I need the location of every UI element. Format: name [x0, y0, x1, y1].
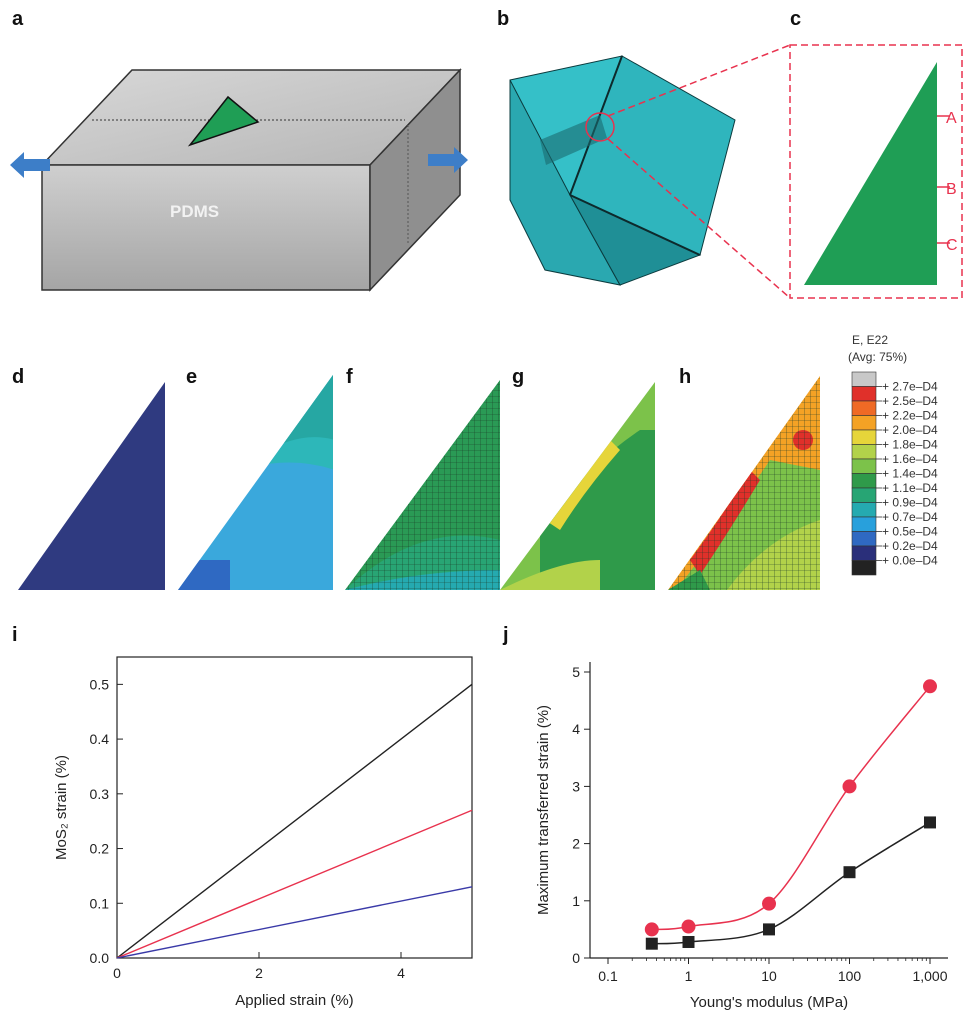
panel-label-a: a — [12, 8, 24, 30]
legend-entry-11: + 0.2e–D4 — [882, 539, 938, 553]
xtick-label-i-0: 0 — [113, 965, 121, 981]
point-j-1-2 — [763, 923, 775, 936]
point-label-a: A — [946, 110, 957, 127]
legend-entry-7: + 1.1e–D4 — [882, 481, 938, 495]
point-j-1-4 — [924, 816, 936, 829]
ytick-label-j-0: 0 — [572, 950, 580, 966]
point-j-0-4 — [923, 679, 937, 694]
point-j-0-1 — [681, 919, 696, 934]
ytick-label-i-3: 0.3 — [90, 786, 110, 802]
plot-frame-i — [116, 656, 473, 959]
legend-entry-8: + 0.9e–D4 — [882, 496, 938, 510]
series-curve-j-0 — [651, 685, 931, 931]
pdms-label: PDMS — [170, 202, 220, 221]
point-label-b: B — [946, 181, 957, 198]
panel-label-f: f — [346, 366, 353, 388]
legend-title: E, E22 — [852, 333, 889, 347]
ytick-label-j-4: 4 — [572, 721, 580, 737]
point-j-0-3 — [842, 779, 857, 794]
left-arrow-icon — [10, 152, 50, 178]
series-line-i-2 — [116, 886, 473, 959]
ytick-label-j-1: 1 — [572, 893, 580, 909]
right-arrow-icon — [428, 147, 468, 173]
legend-entry-4: + 1.8e–D4 — [882, 438, 938, 452]
legend-entry-1: + 2.5e–D4 — [882, 394, 938, 408]
legend-swatch-13 — [851, 560, 877, 576]
legend-subtitle: (Avg: 75%) — [848, 350, 908, 364]
panel-label-e: e — [186, 366, 198, 388]
panel-label-i: i — [12, 624, 18, 646]
xtick-label-j-1: 1 — [685, 968, 693, 984]
legend-entry-0: + 2.7e–D4 — [882, 380, 938, 394]
xtick-label-j-0: 0.1 — [598, 968, 618, 984]
panel-label-j: j — [503, 624, 509, 646]
panel-label-c: c — [790, 8, 802, 30]
legend-entry-12: + 0.0e–D4 — [882, 554, 938, 568]
ytick-label-i-2: 0.2 — [90, 841, 110, 857]
y-axis-label-i: MoS₂ strain (%) — [53, 755, 70, 860]
legend-entry-9: + 0.7e–D4 — [882, 510, 938, 524]
xtick-label-i-1: 2 — [255, 965, 263, 981]
xtick-label-j-3: 100 — [838, 968, 862, 984]
ytick-label-j-2: 2 — [572, 836, 580, 852]
ytick-label-j-3: 3 — [572, 778, 580, 794]
strain-map-d — [18, 382, 165, 590]
series-line-i-1 — [116, 809, 473, 959]
mos2-flake — [187, 95, 260, 147]
point-label-c: C — [946, 237, 958, 254]
x-axis-label-j: Young's modulus (MPa) — [690, 994, 848, 1011]
series-line-i-0 — [116, 683, 473, 959]
ytick-label-j-5: 5 — [572, 664, 580, 680]
point-j-0-0 — [644, 922, 659, 937]
point-j-1-3 — [843, 866, 856, 879]
ytick-label-i-0: 0.0 — [90, 950, 110, 966]
xtick-label-i-2: 4 — [397, 965, 405, 981]
y-axis-label-j: Maximum transferred strain (%) — [535, 705, 552, 915]
x-axis-label-i: Applied strain (%) — [235, 992, 353, 1009]
legend-entry-6: + 1.4e–D4 — [882, 467, 938, 481]
ytick-label-i-1: 0.1 — [90, 895, 110, 911]
panel-label-d: d — [12, 366, 25, 388]
point-j-0-2 — [762, 896, 776, 911]
legend-entry-3: + 2.0e–D4 — [882, 423, 938, 437]
legend-entry-2: + 2.2e–D4 — [882, 409, 938, 423]
panel-label-b: b — [497, 8, 510, 30]
legend-entry-10: + 0.5e–D4 — [882, 525, 938, 539]
point-j-1-1 — [682, 935, 695, 948]
ytick-label-i-4: 0.4 — [90, 731, 110, 747]
ytick-label-i-5: 0.5 — [90, 676, 110, 692]
panel-label-g: g — [512, 366, 525, 388]
legend-entry-5: + 1.6e–D4 — [882, 452, 938, 466]
point-j-1-0 — [645, 937, 658, 950]
xtick-label-j-4: 1,000 — [912, 968, 947, 984]
panel-label-h: h — [679, 366, 692, 388]
xtick-label-j-2: 10 — [761, 968, 777, 984]
